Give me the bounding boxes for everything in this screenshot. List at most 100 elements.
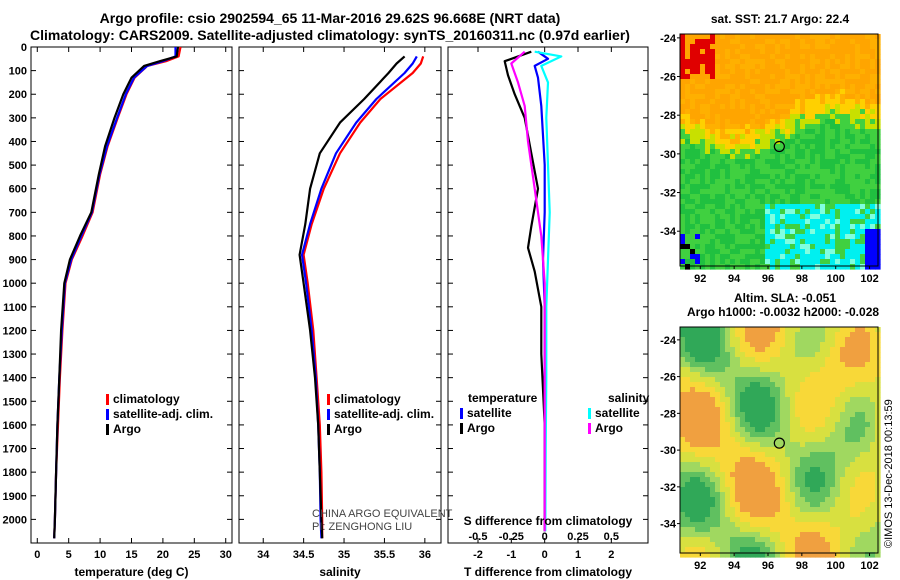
- sla-map-cell: [780, 357, 786, 363]
- sla-map-cell: [750, 442, 756, 448]
- sst-map-cell: [775, 264, 781, 270]
- sst-map-cell: [790, 179, 796, 185]
- sst-map-cell: [850, 129, 856, 135]
- sla-map-cell: [695, 417, 701, 423]
- sla-map-cell: [755, 407, 761, 413]
- sla-map-cell: [820, 377, 826, 383]
- sst-map-cell: [820, 174, 826, 180]
- sst-map-cell: [800, 154, 806, 160]
- sla-map-cell: [745, 462, 751, 468]
- sla-map-cell: [745, 492, 751, 498]
- sst-map-cell: [680, 159, 686, 165]
- sla-map-cell: [690, 477, 696, 483]
- sst-map-cell: [725, 254, 731, 260]
- sst-map-cell: [815, 154, 821, 160]
- sla-map-cell: [680, 342, 686, 348]
- sst-map-cell: [855, 119, 861, 125]
- sla-map-cell: [735, 437, 741, 443]
- sla-map-cell: [820, 487, 826, 493]
- sla-map-cell: [725, 442, 731, 448]
- sst-map-cell: [695, 214, 701, 220]
- sla-map-cell: [825, 517, 831, 523]
- sst-map-cell: [705, 59, 711, 65]
- sst-map-cell: [730, 34, 736, 40]
- sst-map-cell: [825, 159, 831, 165]
- sst-map-cell: [800, 104, 806, 110]
- sst-map-cell: [705, 219, 711, 225]
- sla-map-cell: [705, 367, 711, 373]
- sst-map-cell: [780, 139, 786, 145]
- sst-map-cell: [690, 184, 696, 190]
- sla-map-cell: [830, 362, 836, 368]
- sst-map-cell: [760, 224, 766, 230]
- sst-map-cell: [825, 209, 831, 215]
- sst-map-cell: [755, 129, 761, 135]
- sst-map-cell: [745, 69, 751, 75]
- sst-map-cell: [855, 259, 861, 265]
- sst-map-cell: [825, 114, 831, 120]
- sst-map-cell: [680, 209, 686, 215]
- sst-map-cell: [850, 209, 856, 215]
- sst-map-cell: [765, 54, 771, 60]
- sla-map-cell: [750, 437, 756, 443]
- sst-map-cell: [710, 209, 716, 215]
- sst-map-cell: [800, 99, 806, 105]
- sst-map-cell: [700, 109, 706, 115]
- sla-map-cell: [685, 372, 691, 378]
- sst-map-cell: [810, 149, 816, 155]
- sst-map-cell: [855, 159, 861, 165]
- sst-map-cell: [705, 119, 711, 125]
- sla-map-cell: [710, 417, 716, 423]
- sst-map-cell: [745, 59, 751, 65]
- sla-map-cell: [695, 397, 701, 403]
- sla-map-cell: [815, 337, 821, 343]
- sla-map-cell: [720, 367, 726, 373]
- sla-map-cell: [720, 462, 726, 468]
- sst-map-cell: [830, 234, 836, 240]
- sst-map-cell: [750, 39, 756, 45]
- sla-map-cell: [765, 477, 771, 483]
- sla-map-cell: [715, 327, 721, 333]
- sst-map-cell: [740, 134, 746, 140]
- sst-map-cell: [710, 184, 716, 190]
- sst-map-cell: [800, 124, 806, 130]
- sst-map-cell: [835, 259, 841, 265]
- sst-map-cell: [840, 164, 846, 170]
- sla-map-ytick-label: -30: [660, 445, 676, 457]
- sst-map-cell: [785, 74, 791, 80]
- sla-map-cell: [785, 372, 791, 378]
- sst-map-cell: [870, 264, 876, 270]
- sla-map-cell: [740, 497, 746, 503]
- sst-map-cell: [755, 194, 761, 200]
- sla-map-cell: [830, 337, 836, 343]
- sst-map-cell: [725, 169, 731, 175]
- sst-map-cell: [870, 169, 876, 175]
- sla-map-cell: [790, 542, 796, 548]
- sst-map-cell: [700, 134, 706, 140]
- sla-map-cell: [690, 357, 696, 363]
- sst-map-cell: [710, 114, 716, 120]
- sst-map-cell: [730, 49, 736, 55]
- sla-map-cell: [695, 362, 701, 368]
- sst-map-cell: [685, 119, 691, 125]
- sla-map-cell: [795, 422, 801, 428]
- sst-map-cell: [695, 79, 701, 85]
- sla-map-cell: [820, 507, 826, 513]
- sla-map-cell: [830, 482, 836, 488]
- sst-map-cell: [815, 209, 821, 215]
- sla-map-cell: [805, 437, 811, 443]
- sla-map-cell: [735, 477, 741, 483]
- sst-map-cell: [720, 204, 726, 210]
- sst-map-cell: [755, 254, 761, 260]
- sla-map-cell: [825, 367, 831, 373]
- sla-map-cell: [720, 447, 726, 453]
- sst-map-cell: [830, 194, 836, 200]
- sst-map-cell: [740, 194, 746, 200]
- sst-map-cell: [745, 149, 751, 155]
- sla-map-cell: [800, 512, 806, 518]
- sla-map-cell: [700, 337, 706, 343]
- sla-map-cell: [690, 402, 696, 408]
- sla-map-cell: [870, 427, 876, 433]
- sla-map-cell: [815, 437, 821, 443]
- sst-map-cell: [705, 254, 711, 260]
